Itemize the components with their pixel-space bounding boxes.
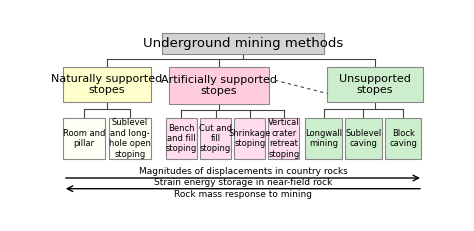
- Text: Naturally supported
stopes: Naturally supported stopes: [51, 74, 163, 95]
- Text: Room and
pillar: Room and pillar: [63, 129, 105, 148]
- Text: Vertical
crater
retreat
stoping: Vertical crater retreat stoping: [268, 118, 300, 158]
- Text: Sublevel
caving: Sublevel caving: [345, 129, 382, 148]
- FancyBboxPatch shape: [109, 118, 151, 159]
- Text: Rock mass response to mining: Rock mass response to mining: [174, 190, 312, 199]
- Text: Strain energy storage in near-field rock: Strain energy storage in near-field rock: [154, 178, 332, 187]
- FancyBboxPatch shape: [200, 118, 231, 159]
- FancyBboxPatch shape: [169, 67, 269, 104]
- FancyBboxPatch shape: [162, 33, 324, 54]
- Text: Cut and
fill
stoping: Cut and fill stoping: [199, 124, 232, 153]
- FancyBboxPatch shape: [268, 118, 300, 159]
- Text: Magnitudes of displacements in country rocks: Magnitudes of displacements in country r…: [138, 167, 347, 176]
- Text: Artificially supported
stopes: Artificially supported stopes: [161, 75, 277, 96]
- Text: Unsupported
stopes: Unsupported stopes: [339, 74, 411, 95]
- Text: Underground mining methods: Underground mining methods: [143, 37, 343, 50]
- FancyBboxPatch shape: [305, 118, 342, 159]
- FancyBboxPatch shape: [63, 118, 105, 159]
- FancyBboxPatch shape: [63, 67, 151, 102]
- Text: Bench
and fill
stoping: Bench and fill stoping: [166, 124, 197, 153]
- Text: Shrinkage
stoping: Shrinkage stoping: [228, 129, 271, 148]
- FancyBboxPatch shape: [385, 118, 421, 159]
- Text: Block
caving: Block caving: [389, 129, 417, 148]
- Text: Longwall
mining: Longwall mining: [305, 129, 342, 148]
- FancyBboxPatch shape: [166, 118, 197, 159]
- FancyBboxPatch shape: [328, 67, 423, 102]
- Text: Sublevel
and long-
hole open
stoping: Sublevel and long- hole open stoping: [109, 118, 151, 158]
- FancyBboxPatch shape: [234, 118, 265, 159]
- FancyBboxPatch shape: [345, 118, 382, 159]
